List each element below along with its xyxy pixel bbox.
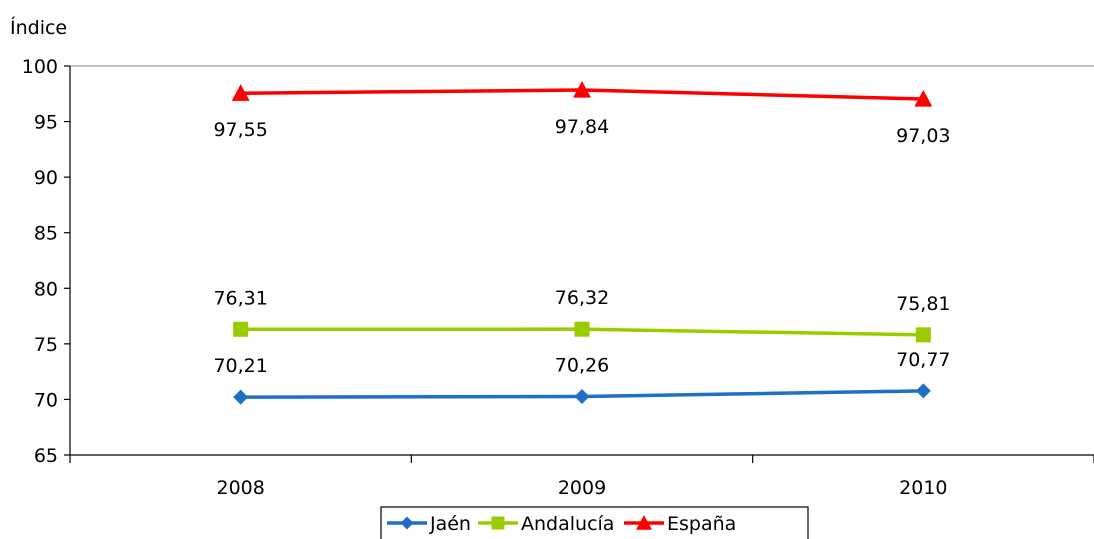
data-label-espana: 97,55 [213, 119, 267, 141]
legend-marker-jaen [400, 516, 414, 530]
data-point-espana [573, 81, 591, 98]
legend-marker-espana [636, 515, 652, 530]
data-label-jaen: 70,26 [555, 355, 609, 377]
x-tick-label: 2008 [216, 477, 264, 499]
data-point-jaen [915, 383, 931, 399]
data-point-jaen [233, 389, 249, 405]
legend-marker-andalucia [491, 516, 505, 530]
y-tick-label: 90 [34, 167, 58, 189]
legend-box [380, 506, 809, 539]
y-tick-label: 85 [34, 223, 58, 245]
plot-area: 65 70 75 80 85 90 95 100 2008 2009 2010 70,21 70,26 7… [22, 56, 1094, 499]
y-tick-label: 100 [22, 56, 58, 78]
data-point-jaen [574, 389, 590, 405]
x-tick-label: 2009 [558, 477, 606, 499]
data-label-jaen: 70,21 [213, 355, 267, 377]
data-point-andalucia [574, 321, 590, 337]
y-tick-label: 65 [34, 445, 58, 467]
data-point-andalucia [233, 321, 249, 337]
legend-label-jaen: Jaén [429, 513, 471, 535]
data-label-espana: 97,03 [896, 125, 950, 147]
data-label-andalucia: 75,81 [896, 293, 950, 315]
data-label-espana: 97,84 [555, 116, 609, 138]
legend-label-andalucia: Andalucía [521, 513, 614, 535]
y-tick-label: 80 [34, 278, 58, 300]
y-tick-label: 70 [34, 389, 58, 411]
y-tick-label: 75 [34, 334, 58, 356]
data-point-espana [231, 84, 250, 101]
x-tick-label: 2010 [899, 477, 947, 499]
data-label-jaen: 70,77 [896, 349, 950, 371]
y-tick-label: 95 [34, 112, 58, 134]
legend-label-espana: España [667, 513, 736, 535]
data-label-andalucia: 76,32 [555, 287, 609, 309]
data-point-espana [914, 90, 933, 107]
data-label-andalucia: 76,31 [213, 287, 267, 309]
legend: Jaén Andalucía España [380, 506, 809, 539]
data-point-andalucia [915, 327, 931, 343]
y-axis-title: Índice [10, 16, 67, 39]
